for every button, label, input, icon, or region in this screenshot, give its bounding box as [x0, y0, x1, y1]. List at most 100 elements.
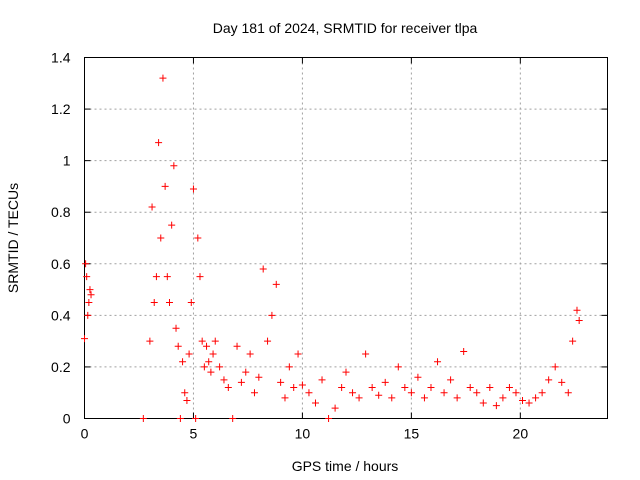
data-point: [148, 203, 156, 211]
data-point: [338, 384, 346, 392]
data-point: [216, 363, 224, 371]
data-point: [318, 376, 326, 384]
data-point: [407, 389, 415, 397]
data-point: [499, 394, 507, 402]
y-axis-label: SRMTID / TECUs: [5, 183, 21, 293]
data-point: [192, 415, 200, 422]
data-point: [203, 342, 211, 350]
data-point: [168, 221, 176, 229]
data-point: [538, 389, 546, 397]
data-point: [220, 376, 228, 384]
data-point: [447, 376, 455, 384]
y-tick-label: 1.2: [51, 101, 71, 117]
data-point: [233, 342, 241, 350]
y-tick-label: 1: [63, 153, 71, 169]
data-point: [285, 363, 293, 371]
x-tick-label: 0: [81, 426, 89, 442]
data-point: [187, 298, 195, 306]
data-point: [87, 291, 95, 299]
data-point: [375, 391, 383, 399]
data-point: [272, 280, 280, 288]
data-point: [281, 394, 289, 402]
axis-ticks: 0 5 10 15 20 0 0.2 0.4 0.6 0.8 1 1.2 1.4: [51, 50, 608, 442]
data-point: [440, 389, 448, 397]
data-point: [198, 337, 206, 345]
data-point: [558, 378, 566, 386]
x-axis-label: GPS time / hours: [292, 458, 399, 474]
data-point: [237, 378, 245, 386]
x-tick-label: 10: [295, 426, 311, 442]
data-point: [163, 273, 171, 281]
data-point: [349, 389, 357, 397]
data-point: [342, 368, 350, 376]
data-point: [401, 384, 409, 392]
data-point: [181, 389, 189, 397]
data-point: [150, 298, 158, 306]
data-point: [185, 350, 193, 358]
data-point: [194, 234, 202, 242]
data-point: [246, 350, 254, 358]
y-tick-label: 0.4: [51, 307, 71, 323]
data-point: [573, 306, 581, 314]
data-point: [205, 358, 213, 366]
data-point: [569, 337, 577, 345]
data-point: [159, 74, 167, 82]
data-point: [505, 384, 513, 392]
data-point: [545, 376, 553, 384]
data-point: [362, 350, 370, 358]
x-tick-label: 15: [404, 426, 420, 442]
data-point: [466, 384, 474, 392]
data-point: [420, 394, 428, 402]
data-point: [512, 389, 520, 397]
data-point: [268, 311, 276, 319]
data-point: [170, 162, 178, 170]
data-point: [196, 273, 204, 281]
data-points: [81, 74, 583, 422]
data-point: [84, 311, 92, 319]
data-point: [255, 373, 263, 381]
y-tick-label: 0: [63, 411, 71, 427]
data-point: [453, 394, 461, 402]
y-tick-label: 1.4: [51, 50, 71, 66]
data-point: [264, 337, 272, 345]
y-tick-label: 0.6: [51, 256, 71, 272]
data-point: [82, 260, 90, 268]
data-point: [551, 363, 559, 371]
data-point: [176, 415, 184, 422]
y-tick-label: 0.2: [51, 359, 71, 375]
data-point: [83, 273, 91, 281]
data-point: [161, 182, 169, 190]
gridlines: [84, 57, 608, 419]
data-point: [388, 394, 396, 402]
data-point: [277, 378, 285, 386]
data-point: [564, 389, 572, 397]
data-point: [250, 389, 258, 397]
data-point: [259, 265, 267, 273]
x-tick-label: 20: [513, 426, 529, 442]
plot-frame: [84, 57, 608, 419]
data-point: [298, 381, 306, 389]
data-point: [473, 389, 481, 397]
data-point: [575, 317, 583, 325]
data-point: [146, 337, 154, 345]
data-point: [486, 384, 494, 392]
data-point: [242, 368, 250, 376]
data-point: [434, 358, 442, 366]
data-point: [86, 286, 94, 294]
data-point: [189, 185, 197, 193]
data-point: [331, 404, 339, 412]
data-point: [355, 394, 363, 402]
data-point: [152, 273, 160, 281]
data-point: [381, 378, 389, 386]
data-point: [460, 347, 468, 355]
data-point: [174, 342, 182, 350]
data-point: [290, 384, 298, 392]
data-point: [394, 363, 402, 371]
data-point: [492, 402, 500, 410]
data-point: [519, 396, 527, 404]
data-point: [139, 415, 147, 422]
y-tick-label: 0.8: [51, 204, 71, 220]
data-point: [207, 368, 215, 376]
data-point: [183, 396, 191, 404]
